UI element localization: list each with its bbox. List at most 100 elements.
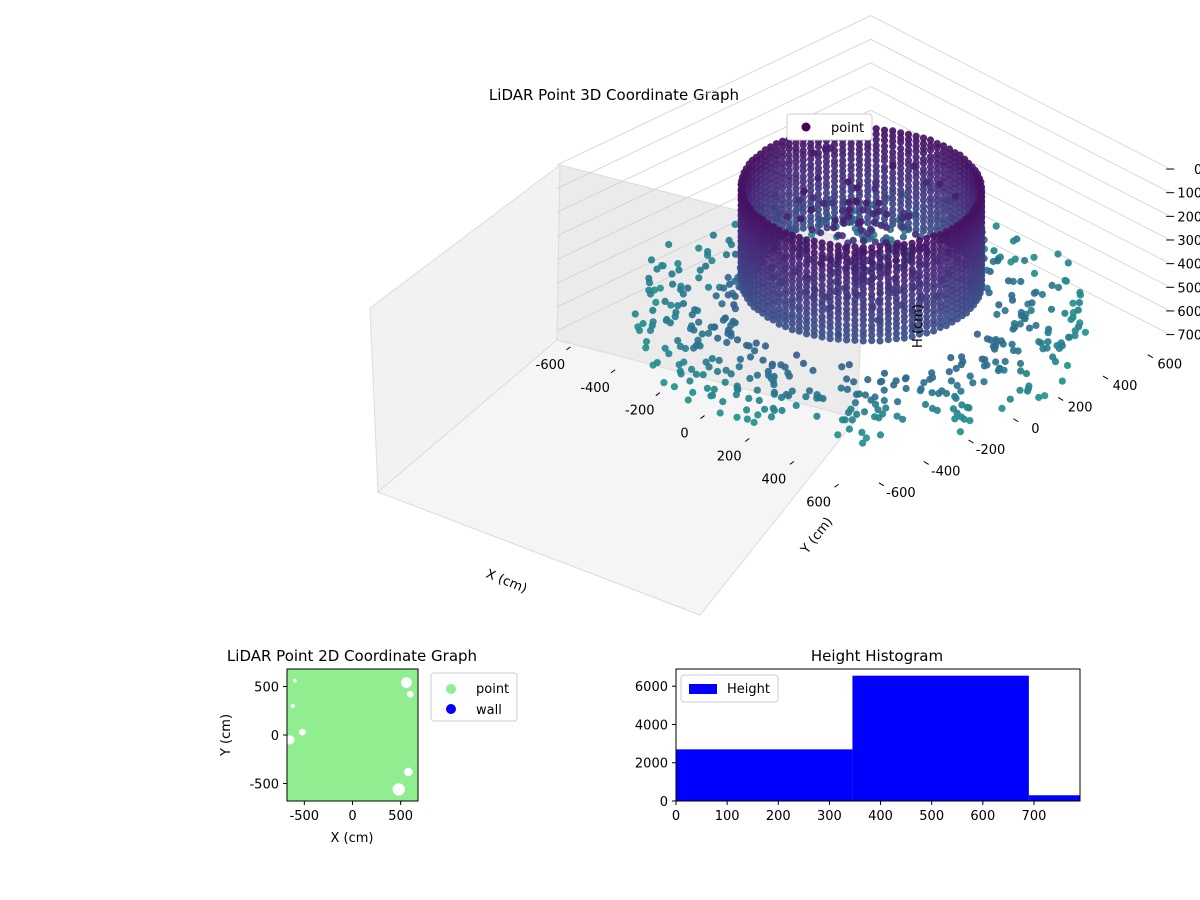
- data-point: [876, 315, 884, 323]
- data-point: [795, 317, 803, 325]
- data-point: [849, 236, 857, 244]
- data-point: [936, 256, 944, 264]
- data-point: [892, 262, 901, 270]
- data-point: [936, 231, 944, 239]
- data-point: [948, 245, 956, 253]
- y-tick-label-3d: 200: [1068, 400, 1093, 415]
- data-point: [966, 417, 974, 425]
- data-point: [908, 333, 916, 341]
- data-point: [1044, 329, 1052, 337]
- data-point: [772, 156, 781, 164]
- data-point: [851, 259, 859, 267]
- data-point: [642, 338, 651, 346]
- data-point: [1011, 323, 1019, 331]
- data-point: [769, 311, 777, 319]
- data-point: [884, 257, 892, 266]
- data-point: [797, 215, 805, 223]
- data-point: [724, 291, 732, 299]
- data-point: [795, 245, 803, 253]
- data-point: [708, 391, 717, 399]
- data-point: [834, 431, 842, 439]
- data-point: [868, 326, 876, 334]
- data-point: [803, 251, 811, 259]
- data-point: [923, 307, 931, 315]
- data-point: [844, 178, 852, 186]
- data-point: [753, 386, 761, 394]
- data-point: [864, 156, 872, 164]
- data-point: [868, 331, 876, 339]
- data-point: [814, 159, 823, 167]
- data-point: [792, 138, 800, 147]
- data-point: [830, 224, 838, 232]
- data-point: [923, 266, 931, 274]
- y-tick-mark-3d: [1013, 418, 1019, 423]
- data-point: [839, 141, 847, 149]
- data-point: [803, 267, 811, 275]
- data-point: [871, 185, 879, 193]
- data-point: [822, 173, 831, 181]
- data-point: [926, 203, 935, 211]
- data-point: [777, 393, 786, 402]
- data-point: [880, 178, 889, 186]
- data-point: [926, 146, 935, 154]
- data-point: [889, 127, 897, 135]
- data-point: [675, 266, 683, 274]
- data-point: [933, 154, 941, 162]
- point-fill-2d: [287, 669, 418, 801]
- data-point: [696, 266, 704, 274]
- data-point: [851, 336, 859, 344]
- empty-regions-2d: [287, 677, 414, 796]
- data-point: [995, 301, 1003, 309]
- x-tick-label-3d: 200: [717, 449, 742, 464]
- data-point: [679, 290, 687, 298]
- legend-2d-marker-wall: [446, 704, 456, 714]
- data-point: [855, 150, 864, 158]
- data-point: [656, 284, 664, 292]
- data-point: [926, 188, 935, 196]
- data-point: [1043, 344, 1051, 352]
- data-point: [860, 408, 869, 416]
- y-tick-label-histogram: 0: [660, 795, 668, 810]
- data-point: [810, 295, 818, 303]
- data-point: [767, 374, 775, 382]
- y-tick-label-histogram: 2000: [635, 757, 668, 772]
- data-point: [926, 225, 935, 233]
- data-point: [939, 219, 948, 227]
- data-point: [930, 300, 938, 308]
- data-point: [880, 147, 889, 155]
- data-point: [783, 213, 791, 221]
- legend-2d: point wall: [430, 672, 518, 722]
- data-point: [897, 180, 905, 188]
- data-point: [930, 253, 938, 261]
- data-point: [764, 272, 772, 280]
- data-point: [1064, 259, 1072, 267]
- data-point: [779, 153, 787, 161]
- data-point: [859, 331, 867, 339]
- data-point: [880, 396, 888, 405]
- data-point: [1038, 290, 1046, 299]
- data-point: [779, 195, 787, 204]
- data-point: [1017, 312, 1026, 320]
- data-point: [900, 271, 908, 279]
- x-tick-label-histogram: 100: [715, 809, 740, 824]
- x-tick-label-histogram: 0: [672, 809, 680, 824]
- data-point: [839, 162, 847, 170]
- data-point: [803, 261, 811, 269]
- legend-3d-marker-point: [801, 122, 811, 132]
- data-point: [936, 240, 944, 248]
- y-axis-ticks-3d: -600 -400 -200 0 200 400 600: [878, 354, 1182, 501]
- data-point: [851, 300, 859, 308]
- data-point: [948, 308, 956, 316]
- data-point: [864, 177, 872, 185]
- data-point: [730, 301, 738, 309]
- data-point: [930, 274, 938, 282]
- data-point: [788, 284, 796, 292]
- data-point: [876, 248, 884, 256]
- data-point: [1048, 281, 1056, 289]
- data-point: [945, 202, 954, 210]
- data-point: [912, 137, 920, 145]
- data-point: [952, 364, 960, 373]
- data-point: [995, 364, 1004, 373]
- data-point: [648, 322, 656, 330]
- data-point: [668, 270, 676, 278]
